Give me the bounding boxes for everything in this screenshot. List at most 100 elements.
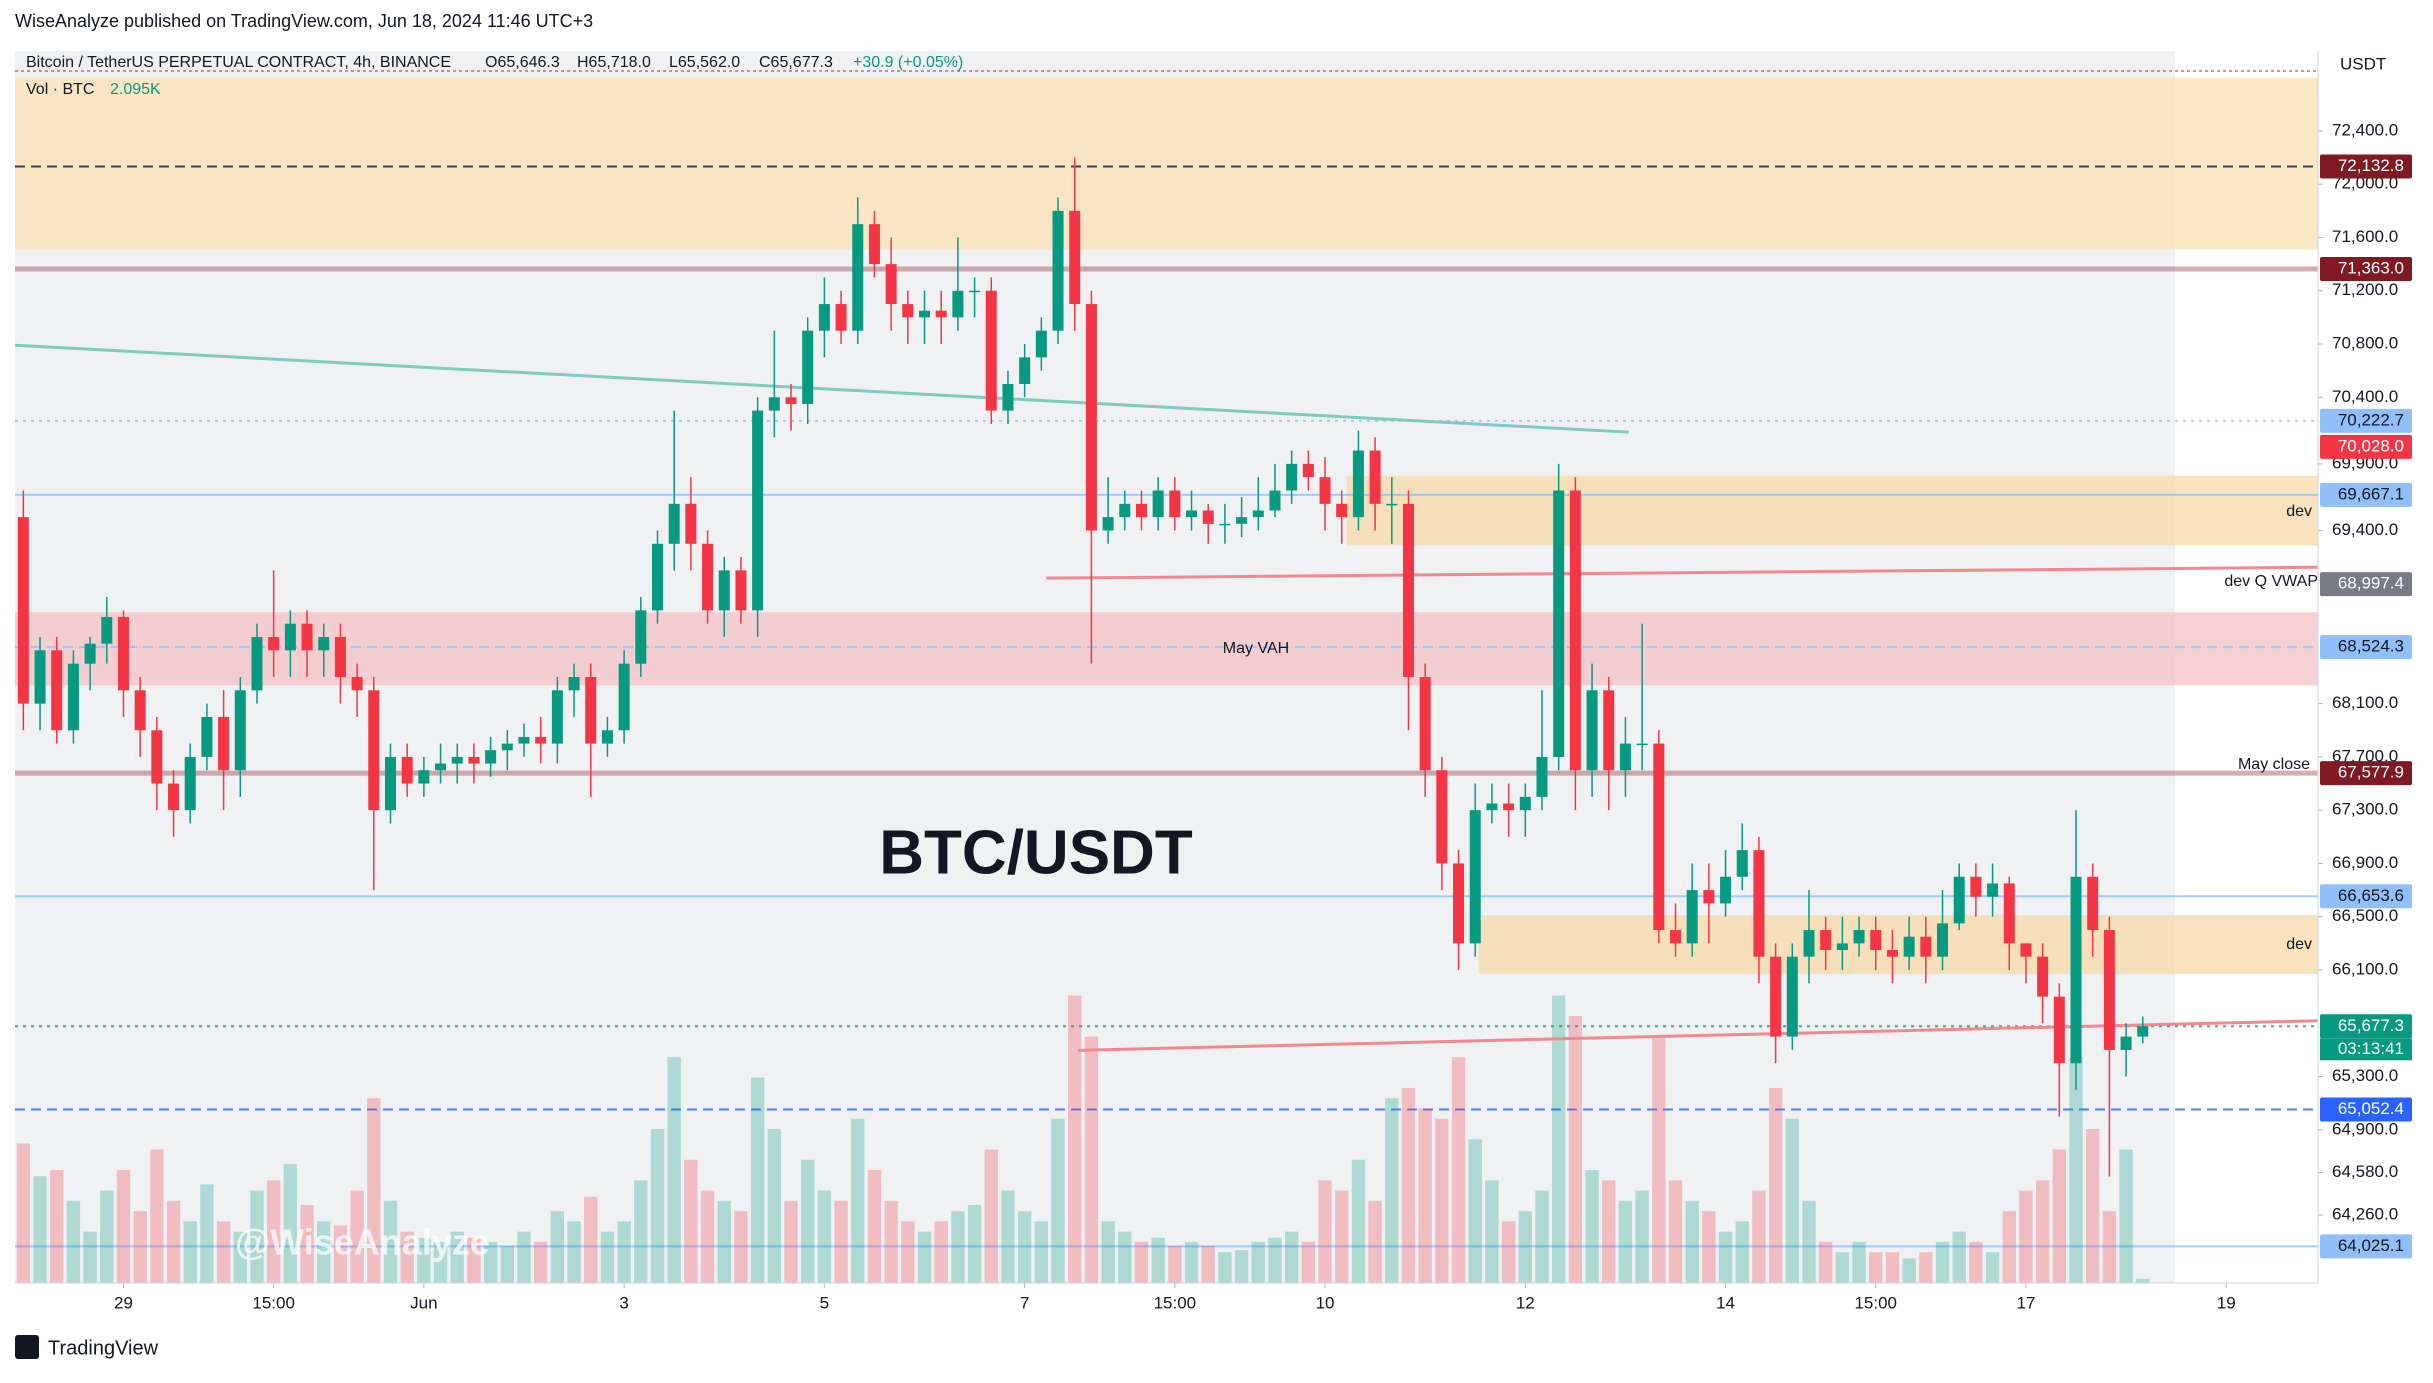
zone xyxy=(1478,915,2318,975)
volume-bar xyxy=(1635,1190,1649,1283)
volume-bar xyxy=(667,1057,681,1283)
volume-bar xyxy=(1535,1190,1549,1283)
candle-body xyxy=(985,290,997,411)
candle-body xyxy=(1619,743,1631,771)
annotation: dev xyxy=(2286,503,2312,520)
volume-bar xyxy=(901,1221,915,1283)
candle-body xyxy=(218,716,230,771)
volume-bar xyxy=(66,1200,81,1283)
y-tick-label: 66,900.0 xyxy=(2332,853,2398,872)
y-tick-label: 68,100.0 xyxy=(2332,693,2398,712)
volume-bar xyxy=(16,1143,31,1283)
volume-bar xyxy=(567,1221,581,1283)
legend-change: +30.9 (+0.05%) xyxy=(853,54,963,71)
candle-body xyxy=(1369,450,1381,504)
volume-bar xyxy=(317,1221,331,1283)
candle-body xyxy=(1419,676,1431,771)
volume-bar xyxy=(917,1231,932,1283)
volume-bar xyxy=(1001,1190,1015,1283)
candle-body xyxy=(1219,523,1231,526)
candle-body xyxy=(184,756,196,811)
candle-body xyxy=(919,310,931,318)
candle-body xyxy=(168,783,180,811)
candle-body xyxy=(818,304,830,331)
volume-bar xyxy=(834,1200,848,1283)
volume-bar xyxy=(617,1221,631,1283)
price-badge-label: 65,677.3 xyxy=(2338,1016,2404,1035)
price-badge xyxy=(2320,154,2412,179)
legend-close: C65,677.3 xyxy=(759,54,833,71)
volume-bar xyxy=(967,1204,982,1283)
volume-bar xyxy=(1485,1180,1499,1283)
volume-bar xyxy=(367,1098,381,1283)
volume-bar xyxy=(1151,1237,1165,1283)
candle-body xyxy=(351,676,363,691)
candle-body xyxy=(2137,1026,2149,1037)
volume-bar xyxy=(1468,1139,1482,1283)
price-badge-label: 72,132.8 xyxy=(2338,156,2404,175)
volume-bar xyxy=(1218,1252,1232,1283)
candle-body xyxy=(1853,930,1865,944)
candle-body xyxy=(969,290,981,293)
candle-body xyxy=(835,304,847,331)
candle-body xyxy=(268,637,280,651)
price-badge xyxy=(2320,482,2412,507)
candle-body xyxy=(1119,503,1131,518)
candle-body xyxy=(852,224,864,331)
currency: USDT xyxy=(2340,54,2386,73)
volume-bar xyxy=(1668,1180,1683,1283)
volume-bar xyxy=(2102,1211,2117,1283)
volume-bar xyxy=(1552,995,1566,1283)
x-tick-label: 15:00 xyxy=(1854,1293,1897,1312)
volume-bar xyxy=(83,1231,97,1283)
logo xyxy=(15,1335,39,1359)
price-badge xyxy=(2320,1097,2412,1122)
y-tick-label: 70,800.0 xyxy=(2332,334,2398,353)
volume-bar xyxy=(1902,1258,1916,1283)
volume-bar xyxy=(1985,1252,2000,1283)
zone xyxy=(15,77,2318,250)
candle-body xyxy=(384,756,396,811)
volume-bar xyxy=(100,1190,114,1283)
volume-bar xyxy=(1301,1241,1316,1283)
candle-body xyxy=(101,617,113,644)
trendline xyxy=(1046,565,2319,580)
volume-bar xyxy=(2052,1149,2067,1283)
candle-body xyxy=(2120,1036,2132,1050)
volume-bar xyxy=(400,1231,414,1283)
candle-body xyxy=(1870,930,1882,951)
y-tick-label: 71,200.0 xyxy=(2332,280,2398,299)
candle-body xyxy=(1469,810,1481,944)
candle-body xyxy=(1035,330,1047,358)
candle-body xyxy=(1102,517,1114,531)
legend-low: L65,562.0 xyxy=(669,54,740,71)
candle-body xyxy=(1736,850,1748,877)
volume-bar xyxy=(1034,1221,1049,1283)
volume-bar xyxy=(951,1211,965,1283)
price-badge xyxy=(2320,257,2412,282)
x-tick-label: 10 xyxy=(1316,1293,1335,1312)
price-badge-label: 65,052.4 xyxy=(2338,1099,2404,1118)
candle-body xyxy=(1820,930,1832,951)
volume-bar xyxy=(817,1190,832,1283)
volume-bar xyxy=(1284,1231,1299,1283)
legend-volume-value: 2.095K xyxy=(110,81,161,98)
candle-body xyxy=(1920,936,1932,957)
candle-body xyxy=(1603,690,1615,771)
volume-bar xyxy=(750,1077,765,1283)
volume-bar xyxy=(1718,1231,1733,1283)
y-tick-label: 64,900.0 xyxy=(2332,1119,2398,1138)
volume-bar xyxy=(450,1231,464,1283)
volume-bar xyxy=(233,1231,247,1283)
volume-bar xyxy=(483,1241,498,1283)
candle-body xyxy=(234,690,246,771)
volume-bar xyxy=(1952,1231,1966,1283)
zone xyxy=(15,612,2318,686)
candle-body xyxy=(1286,463,1298,491)
volume-bar xyxy=(1351,1159,1366,1283)
candle-body xyxy=(1636,743,1648,746)
watermark-title: BTC/USDT xyxy=(879,818,1193,887)
candle-body xyxy=(1803,930,1815,957)
candle-body xyxy=(1536,756,1548,797)
